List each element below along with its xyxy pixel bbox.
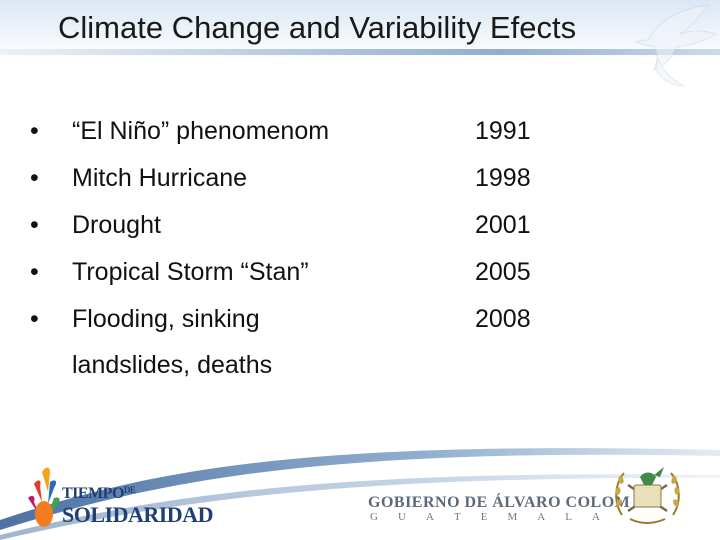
- dove-icon: [634, 4, 718, 87]
- country-letter: E: [480, 511, 488, 523]
- logo-text-de: DE: [123, 485, 136, 495]
- country-name: G U A T E M A L A: [370, 511, 600, 523]
- footer-wave-decoration: [0, 448, 720, 540]
- government-name: GOBIERNO DE ÁLVARO COLOM: [368, 494, 631, 511]
- bullet-icon: •: [30, 164, 39, 192]
- list-item: • Flooding, sinking landslides, deaths: [30, 296, 329, 388]
- list-item: • Drought: [30, 202, 329, 249]
- year-list: 1991 1998 2001 2005 2008: [475, 108, 531, 343]
- country-letter: T: [453, 511, 461, 523]
- slide-title: Climate Change and Variability Efects: [58, 10, 577, 45]
- list-item: • Mitch Hurricane: [30, 155, 329, 202]
- year-value: 2005: [475, 258, 531, 286]
- event-label: “El Niño” phenomenom: [72, 117, 330, 145]
- logo-text-solidaridad: SOLIDARIDAD: [62, 502, 213, 527]
- country-letter: A: [537, 511, 546, 523]
- hands-icon: [28, 467, 60, 527]
- logo-text-tiempo: TIEMPO: [62, 485, 124, 502]
- country-letter: M: [507, 511, 518, 523]
- header-stripe: [0, 49, 720, 55]
- list-item: • “El Niño” phenomenom: [30, 108, 329, 155]
- guatemala-coat-of-arms-icon: [615, 467, 680, 524]
- country-letter: U: [397, 511, 406, 523]
- year-value: 1991: [475, 117, 531, 145]
- year-value: 2001: [475, 211, 531, 239]
- event-label-continued: landslides, deaths: [72, 351, 273, 379]
- bullet-icon: •: [30, 305, 39, 333]
- country-letter: G: [370, 511, 378, 523]
- event-label: Mitch Hurricane: [72, 164, 248, 192]
- bullet-icon: •: [30, 117, 39, 145]
- event-list: • “El Niño” phenomenom • Mitch Hurricane…: [30, 108, 329, 388]
- event-label: Flooding, sinking: [72, 305, 260, 333]
- year-value: 1998: [475, 164, 531, 192]
- bullet-icon: •: [30, 211, 39, 239]
- country-letter: A: [592, 511, 600, 523]
- bullet-icon: •: [30, 258, 39, 286]
- list-item: • Tropical Storm “Stan”: [30, 249, 329, 296]
- year-value: 2008: [475, 305, 531, 333]
- event-label: Tropical Storm “Stan”: [72, 258, 309, 286]
- country-letter: A: [425, 511, 434, 523]
- solidaridad-logo: TIEMPODE SOLIDARIDAD: [24, 462, 214, 532]
- event-label: Drought: [72, 211, 161, 239]
- country-letter: L: [565, 511, 573, 523]
